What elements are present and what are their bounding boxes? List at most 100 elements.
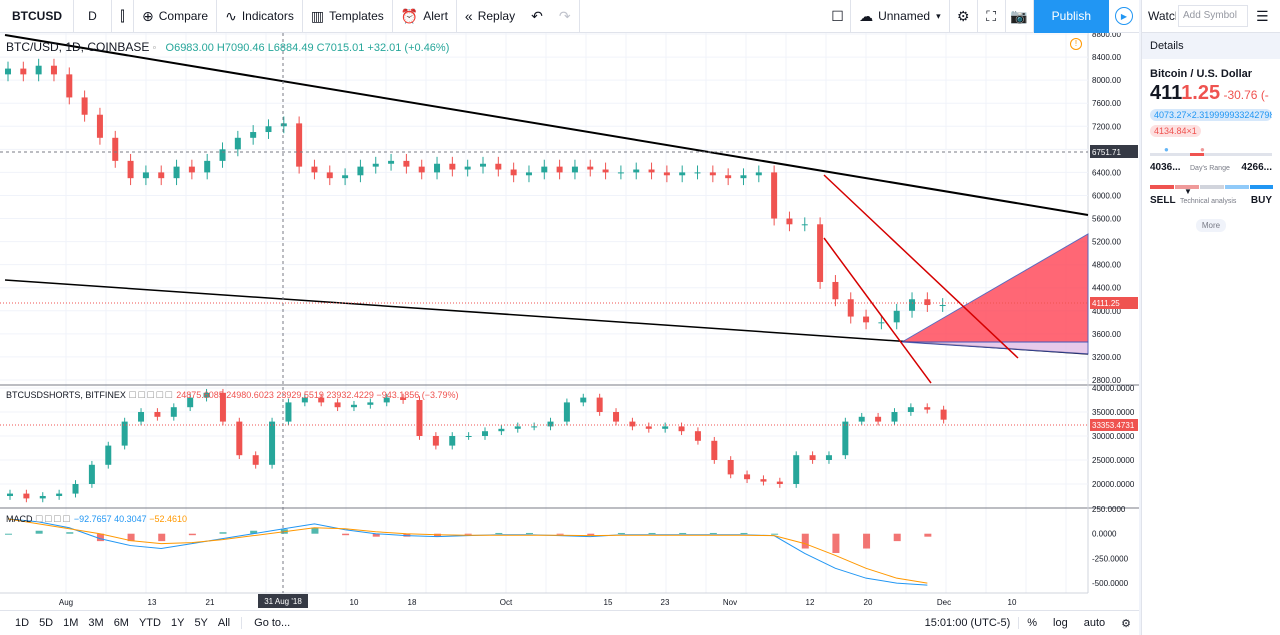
price-tick-label: 8000.00 bbox=[1092, 76, 1121, 85]
layout-button[interactable]: ☁ Unnamed ▾ bbox=[851, 0, 950, 33]
add-symbol-input[interactable]: Add Symbol bbox=[1178, 5, 1248, 27]
candle-body bbox=[158, 172, 165, 179]
candle-body bbox=[250, 132, 257, 138]
range-button-ytd[interactable]: YTD bbox=[138, 617, 161, 629]
chart-canvas[interactable]: 8800.008400.008000.007600.007200.006800.… bbox=[0, 33, 1139, 610]
bottom-bar: 1D 5D 1M 3M 6M YTD 1Y 5Y All Go to... 15:01:00 (… bbox=[0, 610, 1139, 635]
candle-body bbox=[847, 299, 854, 317]
alert-button[interactable]: ⏰ Alert bbox=[393, 0, 457, 33]
sub-tick-label: 20000.0000 bbox=[1092, 480, 1135, 489]
fullscreen-button[interactable]: ⛶ bbox=[978, 0, 1006, 33]
sub-candle-body bbox=[744, 474, 751, 480]
candle-body bbox=[127, 160, 134, 179]
candle-body bbox=[725, 175, 732, 179]
chart-area[interactable]: 8800.008400.008000.007600.007200.006800.… bbox=[0, 33, 1139, 610]
sub-legend-buttons[interactable]: ☐☐☐☐☐ bbox=[128, 390, 174, 400]
range-button-5d[interactable]: 5D bbox=[39, 617, 54, 629]
sub-candle-body bbox=[711, 440, 718, 460]
crosshair-price-label: 6751.71 bbox=[1092, 148, 1121, 157]
range-button-5y[interactable]: 5Y bbox=[194, 617, 208, 629]
menu-icon[interactable]: ☰ bbox=[1256, 7, 1269, 24]
sub-last-tag bbox=[1090, 419, 1138, 431]
candle-body bbox=[587, 166, 594, 170]
snapshot-button[interactable]: 📷 bbox=[1006, 0, 1034, 33]
sub-candle-body bbox=[629, 421, 636, 427]
candle-body bbox=[817, 224, 824, 282]
redo-button[interactable]: ↷ bbox=[551, 0, 580, 33]
sub-tick-label: 35000.0000 bbox=[1092, 408, 1135, 417]
watchlist-tab[interactable]: Watchlist bbox=[1148, 9, 1176, 23]
macd-histogram-bar bbox=[403, 533, 411, 537]
candle-body bbox=[434, 163, 441, 173]
day-range-high-marker: ● bbox=[1200, 145, 1205, 154]
time-tick-label: 21 bbox=[206, 598, 215, 607]
trend-line-upper bbox=[4, 34, 1089, 216]
macd-histogram-bar bbox=[311, 527, 319, 534]
time-tick-label: Nov bbox=[723, 598, 737, 607]
undo-button[interactable]: ↶ bbox=[523, 0, 551, 33]
technical-gauge[interactable]: ▼ SELL Technical analysis BUY bbox=[1150, 183, 1273, 219]
interval-button[interactable]: D bbox=[74, 0, 112, 33]
log-toggle[interactable]: log bbox=[1053, 617, 1068, 629]
candle-body bbox=[403, 160, 410, 167]
legend-symbol: BTC/USD, 1D, COINBASE bbox=[6, 40, 150, 54]
sub-candle-body bbox=[793, 455, 800, 484]
indicators-button[interactable]: ∿ Indicators bbox=[217, 0, 303, 33]
cloud-icon: ☁ bbox=[859, 7, 874, 24]
macd-legend-buttons[interactable]: ☐☐☐☐ bbox=[35, 514, 72, 524]
candle-body bbox=[464, 166, 471, 170]
auto-toggle[interactable]: auto bbox=[1083, 617, 1106, 629]
candle-body bbox=[372, 163, 379, 167]
timezone-button[interactable]: 15:01:00 (UTC-5) bbox=[924, 617, 1011, 629]
range-button-1y[interactable]: 1Y bbox=[170, 617, 185, 629]
price-tick-label: 5200.00 bbox=[1092, 238, 1121, 247]
candle-body bbox=[863, 316, 870, 323]
sub-candle-body bbox=[924, 407, 931, 410]
range-button-6m[interactable]: 6M bbox=[113, 617, 129, 629]
macd-histogram-bar bbox=[679, 532, 687, 534]
play-button[interactable]: ▶ bbox=[1109, 0, 1139, 33]
sub-candle-body bbox=[760, 479, 767, 482]
day-range: ● ● 4036... Day's Range 4266... bbox=[1150, 145, 1272, 183]
goto-button[interactable]: Go to... bbox=[241, 617, 302, 629]
gear-icon[interactable]: ⚙ bbox=[1121, 617, 1131, 630]
time-tick-label: 10 bbox=[350, 598, 359, 607]
sub-candle-body bbox=[154, 412, 161, 417]
publish-button[interactable]: Publish bbox=[1033, 0, 1109, 33]
time-tick-label: 12 bbox=[806, 598, 815, 607]
macd-histogram-bar bbox=[556, 533, 564, 535]
macd-histogram-bar bbox=[587, 533, 595, 536]
settings-button[interactable]: ⚙ bbox=[950, 0, 978, 33]
range-button-all[interactable]: All bbox=[217, 617, 231, 629]
candle-body bbox=[556, 166, 563, 173]
time-tick-label: 10 bbox=[1008, 598, 1017, 607]
candle-body bbox=[786, 218, 793, 225]
time-tick-label: 18 bbox=[408, 598, 417, 607]
fullscreen-toggle[interactable]: ☐ bbox=[825, 0, 852, 33]
chart-type-button[interactable]: ⫿ bbox=[112, 0, 134, 33]
price-tick-label: 4800.00 bbox=[1092, 261, 1121, 270]
indicators-icon: ∿ bbox=[225, 7, 237, 24]
range-button-1m[interactable]: 1M bbox=[63, 617, 79, 629]
sub-tick-label: 30000.0000 bbox=[1092, 432, 1135, 441]
candle-body bbox=[663, 172, 670, 176]
alert-icon[interactable]: ! bbox=[1070, 38, 1082, 50]
templates-label: Templates bbox=[329, 9, 384, 23]
sub-candle-body bbox=[449, 436, 456, 446]
symbol-search-button[interactable]: BTCUSD bbox=[0, 0, 74, 33]
macd-histogram-bar bbox=[495, 532, 503, 534]
sub-candle-body bbox=[187, 397, 194, 408]
macd-tick-label: -250.0000 bbox=[1092, 554, 1129, 563]
replay-button[interactable]: « Replay bbox=[457, 0, 523, 33]
percent-toggle[interactable]: % bbox=[1018, 617, 1045, 629]
compare-button[interactable]: ⊕ Compare bbox=[134, 0, 218, 33]
sub-candle-body bbox=[170, 407, 177, 417]
templates-button[interactable]: ▥ Templates bbox=[303, 0, 393, 33]
time-tick-label: 15 bbox=[604, 598, 613, 607]
more-button[interactable]: More bbox=[1196, 219, 1226, 232]
sub-candle-body bbox=[400, 397, 407, 400]
range-button-3m[interactable]: 3M bbox=[88, 617, 104, 629]
play-icon: ▶ bbox=[1115, 7, 1133, 25]
range-button-1d[interactable]: 1D bbox=[15, 617, 30, 629]
details-header[interactable]: Details bbox=[1142, 33, 1280, 59]
